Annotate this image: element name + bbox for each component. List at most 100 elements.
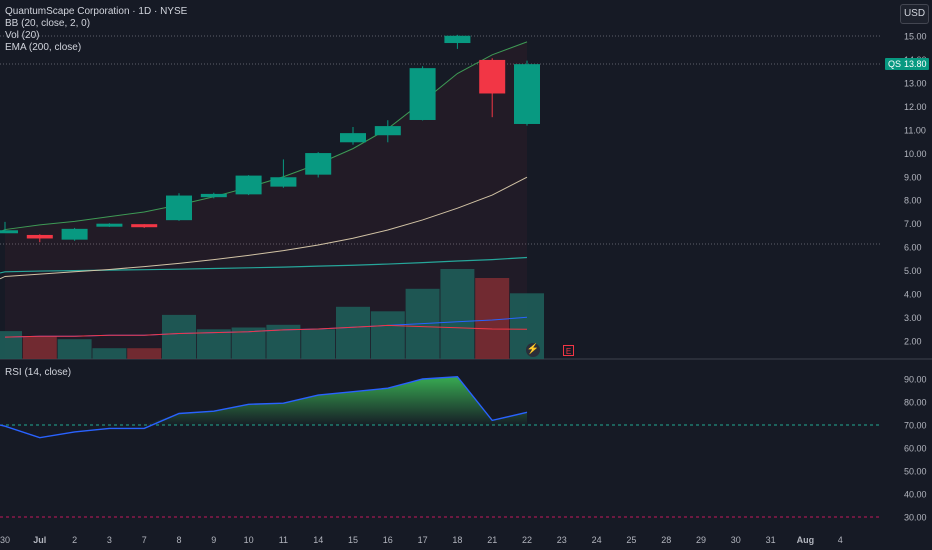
candle-body <box>61 228 88 240</box>
currency-button[interactable]: USD <box>900 4 929 24</box>
candle <box>26 234 53 243</box>
x-axis-label: 25 <box>626 535 636 545</box>
vol-legend[interactable]: Vol (20) <box>5 30 40 41</box>
price-axis-label: 8.00 <box>904 196 922 206</box>
candle <box>479 58 506 118</box>
volume-bar <box>475 278 510 359</box>
price-axis-label: 13.00 <box>904 78 927 88</box>
x-axis-label: 31 <box>766 535 776 545</box>
candle-body <box>96 223 123 227</box>
candle <box>61 227 88 241</box>
volume-bar <box>0 331 22 359</box>
candle <box>444 34 471 49</box>
volume-bar <box>127 348 162 359</box>
volume-bar <box>231 327 266 359</box>
lightning-icon[interactable]: ⚡ <box>526 343 540 357</box>
volume-bar <box>196 329 231 359</box>
x-axis-label: 28 <box>661 535 671 545</box>
x-axis-label: 16 <box>383 535 393 545</box>
candle <box>200 192 227 199</box>
price-axis-label: 7.00 <box>904 219 922 229</box>
volume-bar <box>370 311 405 359</box>
rsi-axis-label: 30.00 <box>904 513 927 523</box>
rsi-axis-label: 90.00 <box>904 375 927 385</box>
x-axis-label: 30 <box>0 535 10 545</box>
x-axis-label: 4 <box>838 535 843 545</box>
candle <box>409 66 436 121</box>
rsi-overbought-fill <box>5 376 527 425</box>
last-price-tag: QS 13.80 <box>885 58 929 70</box>
volume-bar <box>440 269 475 359</box>
candle <box>235 175 262 196</box>
candle-body <box>409 68 436 120</box>
x-axis-label: 17 <box>418 535 428 545</box>
x-axis-label: 3 <box>107 535 112 545</box>
x-axis-label: 15 <box>348 535 358 545</box>
candle-body <box>131 224 158 228</box>
x-axis-label: 7 <box>142 535 147 545</box>
price-axis-label: 5.00 <box>904 266 922 276</box>
candle-body <box>479 59 506 94</box>
x-axis-label: 29 <box>696 535 706 545</box>
price-tag-symbol: QS <box>888 59 902 69</box>
rsi-legend[interactable]: RSI (14, close) <box>5 367 72 378</box>
candle <box>340 127 366 145</box>
bb-band-fill <box>5 41 527 277</box>
x-axis-label: 18 <box>452 535 462 545</box>
candle-body <box>374 126 401 136</box>
candle <box>96 223 123 227</box>
rsi-axis-label: 40.00 <box>904 490 927 500</box>
earnings-marker[interactable]: E <box>563 345 574 356</box>
x-axis-label: Aug <box>797 535 815 545</box>
candle-body <box>340 133 366 143</box>
volume-ma2-line <box>4 324 528 338</box>
x-axis-label: 21 <box>487 535 497 545</box>
candle-body <box>166 195 192 221</box>
candle <box>0 221 18 234</box>
price-tag-value: 13.80 <box>904 59 927 69</box>
volume-bar <box>301 329 336 359</box>
volume-bar <box>22 336 57 359</box>
price-axis-label: 2.00 <box>904 337 922 347</box>
x-axis-label: 10 <box>244 535 254 545</box>
volume-bar <box>57 339 92 359</box>
candle <box>374 120 401 143</box>
price-axis-label: 6.00 <box>904 243 922 253</box>
x-axis-label: 30 <box>731 535 741 545</box>
x-axis-label: 22 <box>522 535 532 545</box>
symbol-legend[interactable]: QuantumScape Corporation · 1D · NYSE <box>5 6 188 17</box>
x-axis-label: 8 <box>176 535 181 545</box>
x-axis-label: 9 <box>211 535 216 545</box>
price-axis-label: 4.00 <box>904 290 922 300</box>
candle <box>131 224 158 228</box>
ema-legend[interactable]: EMA (200, close) <box>5 42 82 53</box>
price-axis-label: 12.00 <box>904 102 927 112</box>
candle-body <box>514 64 540 124</box>
rsi-axis-label: 50.00 <box>904 467 927 477</box>
volume-bar <box>92 348 127 359</box>
candle-body <box>26 234 53 239</box>
candle-body <box>0 230 18 234</box>
candle-body <box>270 177 297 187</box>
ema-200-line <box>0 256 528 274</box>
x-axis-label: 23 <box>557 535 567 545</box>
candle <box>270 159 297 188</box>
candle-body <box>200 193 227 198</box>
volume-bar <box>162 314 196 359</box>
candle <box>514 60 540 126</box>
price-axis-label: 11.00 <box>904 125 926 135</box>
x-axis-label: 2 <box>72 535 77 545</box>
bb-basis-line <box>0 176 528 280</box>
candle <box>305 152 332 178</box>
x-axis-label: 11 <box>279 535 288 545</box>
price-axis-label: 3.00 <box>904 313 922 323</box>
candle-body <box>235 175 262 195</box>
rsi-axis-label: 80.00 <box>904 398 927 408</box>
rsi-axis-label: 70.00 <box>904 421 927 431</box>
candle-body <box>305 153 332 175</box>
price-axis-label: 10.00 <box>904 149 927 159</box>
x-axis-label: Jul <box>33 535 46 545</box>
bb-legend[interactable]: BB (20, close, 2, 0) <box>5 18 91 29</box>
